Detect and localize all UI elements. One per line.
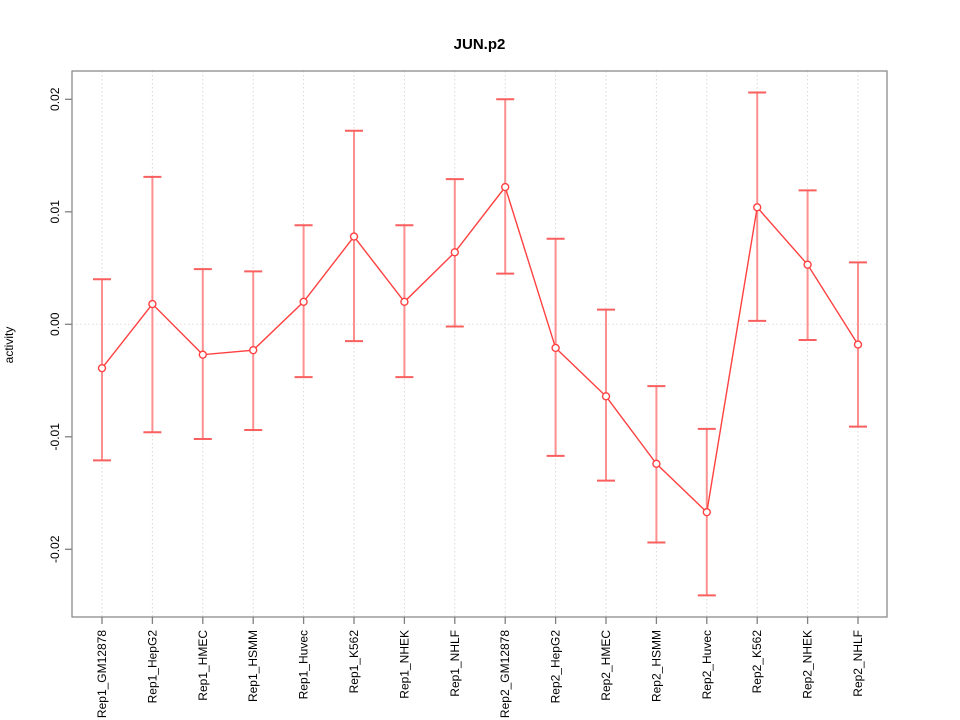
x-tick-label: Rep1_NHLF	[448, 630, 462, 697]
x-tick-label: Rep2_HMEC	[599, 630, 613, 701]
x-tick-label: Rep2_HepG2	[549, 630, 563, 704]
x-tick-label: Rep1_Huvec	[297, 630, 311, 699]
series-line	[101, 185, 859, 514]
y-tick-label: 0.01	[48, 200, 62, 224]
chart-title: JUN.p2	[453, 36, 506, 53]
x-tick-label: Rep2_NHLF	[851, 630, 865, 697]
data-point	[97, 363, 107, 373]
data-point	[551, 343, 560, 353]
data-point	[248, 345, 258, 355]
data-point	[148, 299, 157, 309]
data-point	[753, 203, 762, 212]
y-tick-label: -0.02	[48, 535, 62, 563]
data-point	[400, 297, 409, 306]
x-tick-label: Rep2_Huvec	[700, 630, 714, 699]
x-tick-label: Rep1_HepG2	[145, 630, 159, 704]
data-point	[853, 340, 863, 349]
data-point	[450, 248, 459, 257]
x-tick-label: Rep2_K562	[750, 630, 764, 694]
x-tick-label: Rep2_GM12878	[498, 630, 512, 718]
x-tick-label: Rep1_NHEK	[397, 630, 411, 699]
x-tick-label: Rep1_HMEC	[196, 630, 210, 701]
x-tick-label: Rep2_HSMM	[649, 630, 663, 702]
data-point	[349, 232, 359, 241]
data-point	[803, 260, 812, 269]
data-point	[501, 182, 510, 192]
y-tick-label: 0.00	[48, 312, 62, 336]
y-tick-label: -0.01	[48, 423, 62, 451]
x-tick-label: Rep1_HSMM	[246, 630, 260, 702]
x-tick-label: Rep1_K562	[347, 630, 361, 694]
plot-border	[71, 70, 888, 618]
data-point	[702, 507, 711, 517]
data-point	[198, 350, 208, 359]
x-tick-label: Rep2_NHEK	[801, 630, 815, 699]
x-tick-label: Rep1_GM12878	[95, 630, 109, 718]
data-point	[652, 459, 661, 468]
y-tick-label: 0.02	[48, 87, 62, 111]
data-point	[601, 392, 611, 401]
data-point	[299, 297, 308, 306]
